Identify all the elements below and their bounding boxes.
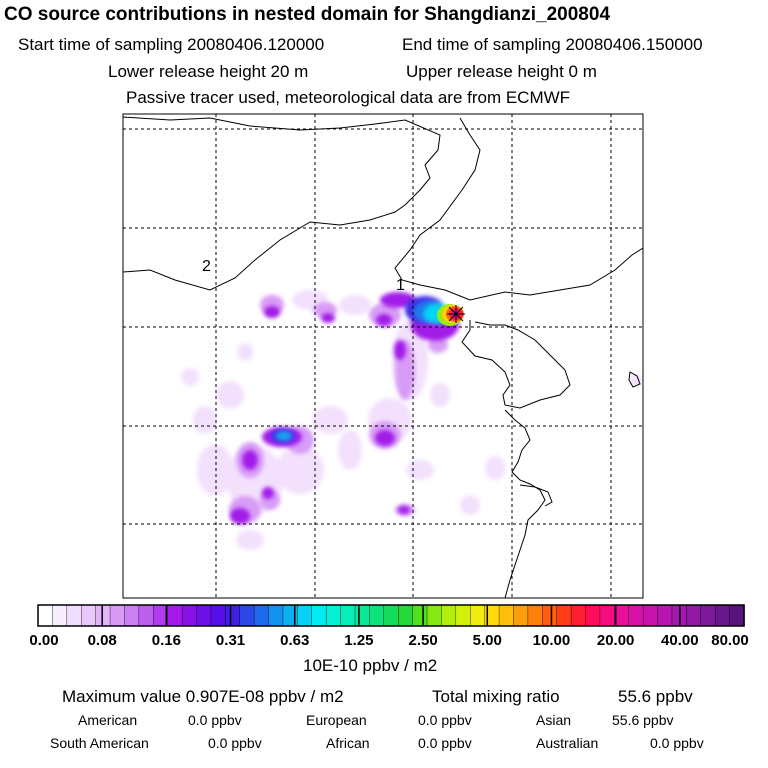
total-mixing-label: Total mixing ratio: [432, 687, 560, 706]
grid-lines: [123, 114, 643, 598]
colorbar-cell: [599, 604, 616, 627]
colorbar-cell: [253, 604, 270, 627]
colorbar-cell: [181, 604, 198, 627]
colorbar-tick-label: 1.25: [344, 632, 374, 649]
colorbar-cell: [95, 604, 111, 627]
colorbar-cell: [498, 604, 515, 627]
map-frame: [122, 113, 644, 599]
coastlines: [123, 116, 643, 598]
colorbar-cell: [37, 604, 54, 627]
colorbar-cell: [225, 604, 241, 627]
region-value: 0.0 ppbv: [188, 712, 242, 728]
colorbar-cell: [52, 604, 68, 627]
region-name: African: [326, 735, 370, 751]
colorbar-cell: [585, 604, 601, 627]
colorbar-cell: [455, 604, 471, 627]
colorbar-tick-label: 0.31: [215, 632, 246, 649]
concentration-field: [123, 114, 643, 598]
colorbar-cell: [340, 604, 356, 627]
colorbar-cell: [124, 604, 140, 627]
colorbar-cell: [513, 604, 529, 627]
colorbar-tick-label: 0.00: [29, 632, 59, 649]
colorbar-cell: [570, 604, 587, 627]
colorbar-cell: [542, 604, 558, 627]
upper-release-height: Upper release height 0 m: [406, 62, 597, 81]
sampling-start: Start time of sampling 20080406.120000: [18, 35, 325, 54]
region-name: American: [78, 712, 138, 728]
colorbar-cell: [700, 604, 716, 627]
colorbar-cell: [470, 604, 486, 627]
colorbar-cell: [66, 604, 82, 627]
colorbar-cell: [325, 604, 342, 627]
colorbar-cell: [426, 604, 443, 627]
region-name: Asian: [536, 712, 572, 728]
colorbar-cell: [239, 604, 255, 627]
colorbar-cell: [729, 604, 745, 627]
colorbar-tick-label: 80.00: [711, 632, 749, 649]
colorbar-cell: [398, 604, 414, 627]
tracer-note: Passive tracer used, meteorological data…: [126, 88, 571, 107]
chart-title: CO source contributions in nested domain…: [4, 4, 611, 25]
region-marker-1: 1: [396, 277, 405, 294]
colorbar-cell: [628, 604, 644, 627]
colorbar-cell: [297, 604, 313, 627]
region-value: 0.0 ppbv: [418, 735, 472, 751]
colorbar-cell: [354, 604, 371, 627]
colorbar-cell: [311, 604, 327, 627]
colorbar-tick-label: 10.00: [532, 632, 571, 649]
colorbar-cell: [196, 604, 212, 627]
colorbar-cell: [556, 604, 572, 627]
colorbar-cell: [383, 604, 399, 627]
colorbar-unit: 10E-10 ppbv / m2: [303, 656, 438, 675]
region-name: South American: [50, 735, 149, 751]
receptor-star-icon: [447, 305, 465, 323]
colorbar-cell: [210, 604, 227, 627]
region-value: 0.0 ppbv: [208, 735, 262, 751]
region-value: 0.0 ppbv: [650, 735, 704, 751]
region-name: European: [306, 712, 367, 728]
total-mixing-value: 55.6 ppbv: [618, 687, 693, 706]
colorbar-tick-label: 0.16: [151, 632, 181, 649]
colorbar-cell: [686, 604, 702, 627]
colorbar-cell: [441, 604, 457, 627]
colorbar-tick-label: 5.00: [472, 632, 502, 649]
colorbar-cell: [109, 604, 126, 627]
region-marker-2: 2: [202, 258, 211, 275]
region-value: 55.6 ppbv: [612, 712, 674, 728]
sampling-end: End time of sampling 20080406.150000: [402, 35, 703, 54]
colorbar-tick-label: 0.08: [87, 632, 117, 649]
colorbar-cell: [714, 604, 731, 627]
colorbar-cell: [282, 604, 299, 627]
colorbar-cell: [657, 604, 673, 627]
colorbar-cell: [642, 604, 659, 627]
colorbar-tick-label: 2.50: [408, 632, 438, 649]
colorbar-cell: [614, 604, 630, 627]
region-name: Australian: [536, 735, 599, 751]
lower-release-height: Lower release height 20 m: [108, 62, 309, 81]
colorbar-tick-label: 40.00: [661, 632, 699, 649]
colorbar-cell: [138, 604, 154, 627]
colorbar-cell: [527, 604, 543, 627]
colorbar-cell: [412, 604, 428, 627]
colorbar-cell: [81, 604, 97, 627]
colorbar-tick-label: 0.63: [280, 632, 310, 649]
region-value: 0.0 ppbv: [418, 712, 472, 728]
colorbar-cell: [268, 604, 284, 627]
colorbar-cell: [369, 604, 385, 627]
maximum-value: Maximum value 0.907E-08 ppbv / m2: [62, 687, 344, 706]
colorbar-tick-label: 20.00: [596, 632, 635, 649]
colorbar-cell: [167, 604, 183, 627]
